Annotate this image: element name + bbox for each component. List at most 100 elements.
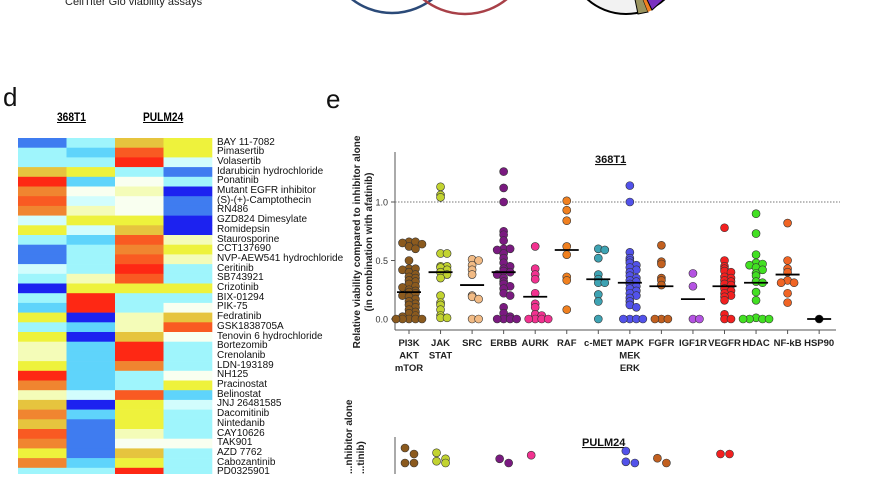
heatmap-cell bbox=[66, 370, 116, 381]
heatmap-cell bbox=[115, 167, 164, 178]
panel-letter-e: e bbox=[326, 84, 341, 114]
data-point bbox=[632, 302, 641, 312]
heatmap-cell bbox=[163, 467, 213, 474]
heatmap-row-label: BIX-01294 bbox=[217, 291, 265, 303]
heatmap-cell bbox=[18, 399, 67, 410]
data-point bbox=[474, 314, 483, 324]
heatmap-cell bbox=[18, 448, 67, 459]
heatmap-group-368T1: 368T1 bbox=[57, 110, 86, 124]
heatmap-row-label: Nintedanib bbox=[217, 417, 265, 429]
data-point-pulm24 bbox=[653, 453, 662, 463]
heatmap-cell bbox=[66, 361, 116, 372]
heatmap-cell bbox=[18, 264, 67, 275]
data-point-pulm24 bbox=[504, 458, 513, 468]
y-tick-label: 0.0 bbox=[375, 315, 388, 325]
data-point bbox=[751, 250, 761, 259]
heatmap-row-label: Crenolanib bbox=[217, 349, 266, 361]
x-tick-label: NF-kB bbox=[774, 338, 802, 349]
heatmap-cell bbox=[66, 409, 116, 420]
data-point bbox=[417, 314, 427, 324]
data-point bbox=[492, 314, 502, 324]
x-tick-label: JAK bbox=[431, 338, 450, 349]
heatmap-cell bbox=[115, 312, 164, 323]
x-tick-label: HSP90 bbox=[804, 338, 834, 349]
heatmap-cell bbox=[115, 458, 164, 469]
heatmap-cell bbox=[18, 273, 67, 284]
x-tick-label: FGFR bbox=[648, 338, 674, 349]
data-point bbox=[436, 182, 445, 192]
heatmap-cell bbox=[66, 254, 116, 265]
data-point bbox=[695, 314, 704, 324]
heatmap-cell bbox=[18, 361, 67, 372]
data-point bbox=[398, 238, 407, 248]
heatmap-cell bbox=[163, 312, 213, 323]
heatmap-cell bbox=[66, 390, 116, 401]
heatmap-cell bbox=[115, 322, 164, 333]
data-point-pulm24 bbox=[432, 456, 441, 466]
heatmap-cell bbox=[163, 283, 213, 294]
data-point bbox=[688, 269, 698, 278]
heatmap-cell bbox=[66, 283, 116, 294]
data-point-pulm24 bbox=[526, 450, 536, 460]
data-point bbox=[783, 298, 792, 307]
data-point bbox=[663, 314, 673, 324]
heatmap-row-label: Ceritinib bbox=[217, 262, 254, 274]
heatmap-cell bbox=[115, 419, 164, 430]
data-point-pulm24 bbox=[662, 458, 671, 468]
heatmap-cell bbox=[115, 254, 164, 265]
data-point-pulm24 bbox=[432, 448, 441, 458]
heatmap-cell bbox=[163, 196, 213, 207]
heatmap-cell bbox=[115, 370, 164, 381]
heatmap-cell bbox=[163, 351, 213, 362]
heatmap-cell bbox=[18, 322, 67, 333]
data-point bbox=[593, 297, 603, 306]
heatmap-row-label: Volasertib bbox=[217, 155, 261, 167]
heatmap-cell bbox=[18, 205, 67, 216]
data-point-pulm24 bbox=[716, 449, 725, 459]
x-tick-label: SRC bbox=[462, 338, 482, 349]
heatmap-row-label: CCT137690 bbox=[217, 243, 271, 255]
heatmap-cell bbox=[163, 429, 213, 439]
heatmap-row-label: Fedratinib bbox=[217, 311, 262, 323]
data-point bbox=[442, 249, 452, 258]
heatmap-row-label: CAY10626 bbox=[217, 427, 265, 439]
data-point bbox=[593, 314, 603, 324]
heatmap-cell bbox=[115, 332, 164, 342]
heatmap-cell bbox=[66, 186, 116, 197]
data-point-pulm24 bbox=[621, 457, 631, 467]
data-point bbox=[505, 291, 515, 300]
heatmap-cell bbox=[66, 341, 116, 352]
chart-title-368T1: 368T1 bbox=[595, 154, 626, 166]
data-point bbox=[789, 278, 799, 288]
heatmap-cell bbox=[18, 176, 67, 187]
heatmap-cell bbox=[115, 293, 164, 304]
heatmap-cell bbox=[66, 380, 116, 391]
heatmap-cell bbox=[115, 380, 164, 391]
data-point-pulm24 bbox=[409, 449, 419, 459]
heatmap-row-label: Dacomitinib bbox=[217, 408, 270, 420]
heatmap-cell bbox=[163, 341, 213, 352]
venn-circle-blue bbox=[350, 0, 434, 15]
heatmap-cell bbox=[163, 332, 213, 342]
heatmap-row-label: TAK901 bbox=[217, 437, 253, 449]
heatmap-cell bbox=[115, 244, 164, 255]
heatmap-cell bbox=[66, 147, 116, 158]
data-point bbox=[751, 295, 761, 305]
data-point bbox=[467, 270, 477, 279]
heatmap-cell bbox=[18, 167, 67, 178]
data-point bbox=[417, 239, 427, 249]
data-point-pulm24 bbox=[400, 458, 410, 468]
heatmap-cell bbox=[18, 312, 67, 323]
data-point bbox=[783, 288, 792, 298]
heatmap-cell bbox=[163, 448, 213, 459]
heatmap-cell bbox=[66, 351, 116, 362]
heatmap-cell bbox=[66, 215, 116, 226]
data-point bbox=[562, 196, 572, 206]
data-point bbox=[638, 314, 648, 324]
heatmap-cell bbox=[163, 157, 213, 168]
data-point bbox=[436, 193, 445, 202]
heatmap-cell bbox=[66, 467, 116, 474]
data-point bbox=[474, 256, 483, 265]
heatmap-cell bbox=[18, 157, 67, 168]
